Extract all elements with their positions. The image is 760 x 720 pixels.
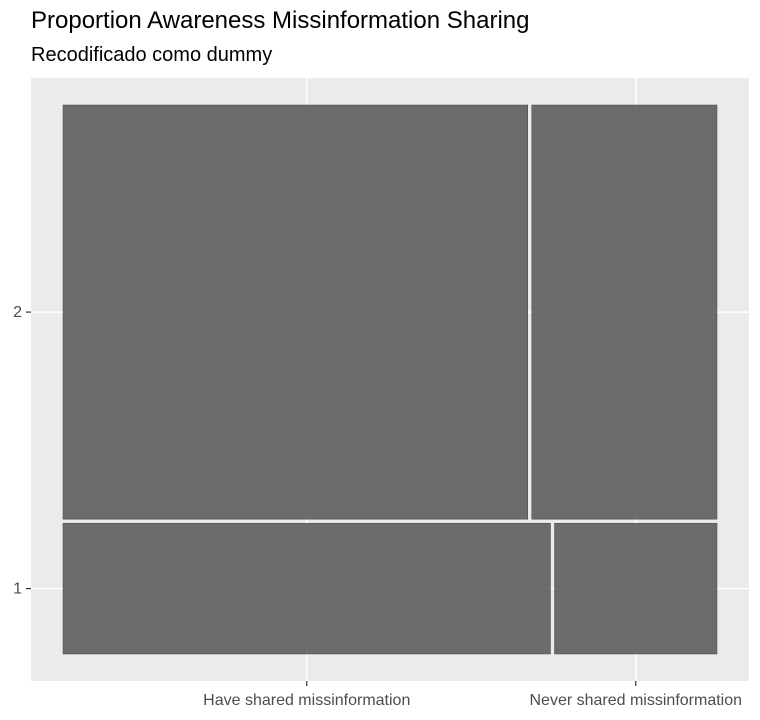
- mosaic-tile-row-1-col-2: [554, 522, 718, 655]
- x-tick-label-1: Have shared missinformation: [203, 692, 410, 709]
- mosaic-tile-row-2-col-1: [62, 104, 528, 520]
- x-tick-label-2: Never shared missinformation: [529, 692, 742, 709]
- chart-subtitle: Recodificado como dummy: [31, 44, 273, 66]
- chart-title: Proportion Awareness Missinformation Sha…: [31, 7, 530, 34]
- mosaic-tile-row-1-col-1: [62, 522, 551, 655]
- y-tick-label-2: 2: [13, 304, 22, 321]
- y-tick-label-1: 1: [13, 581, 22, 598]
- mosaic-tile-row-2-col-2: [531, 104, 718, 520]
